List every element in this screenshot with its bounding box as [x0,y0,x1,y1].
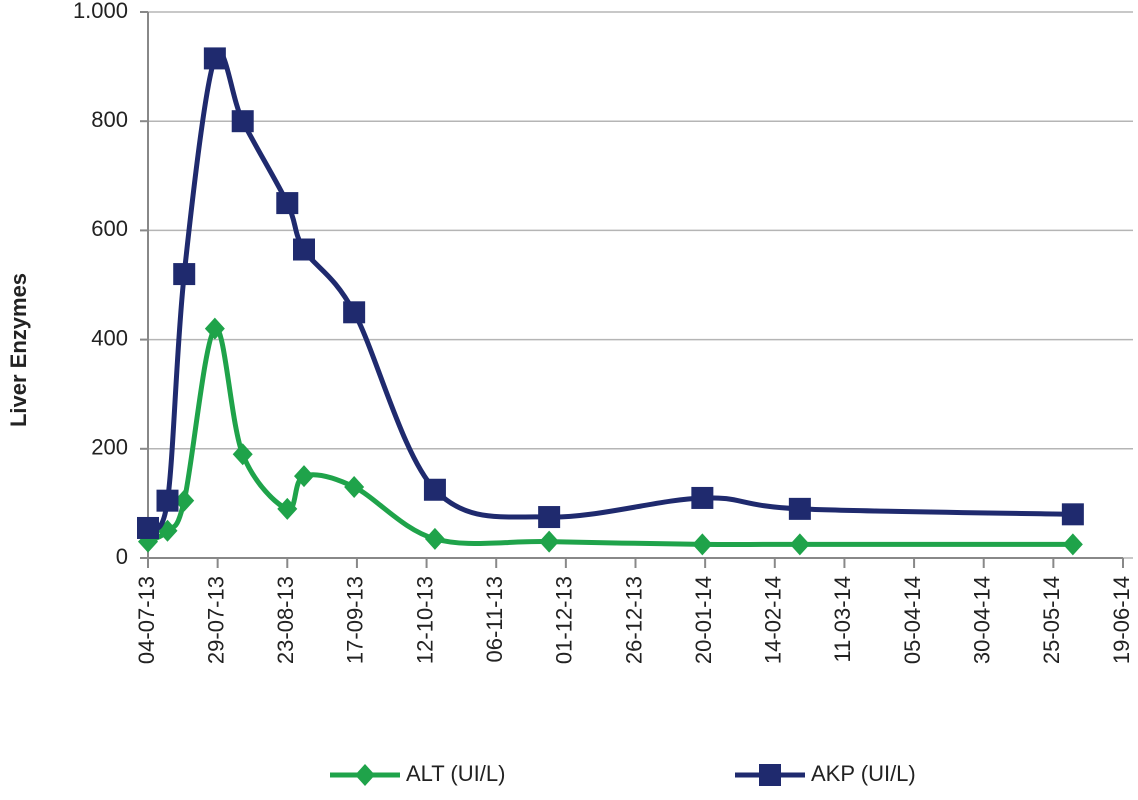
marker [692,533,713,556]
legend-label: AKP (UI/L) [811,761,916,786]
marker [691,486,714,509]
y-tick-label: 200 [91,435,128,460]
marker [173,263,196,286]
x-tick-label: 04-07-13 [134,576,159,664]
marker [423,478,446,501]
x-tick-label: 19-06-14 [1109,576,1134,664]
y-tick-label: 0 [116,544,128,569]
marker [355,764,375,786]
marker [759,764,781,786]
marker [538,506,561,529]
legend-label: ALT (UI/L) [406,761,505,786]
marker [424,527,445,550]
x-tick-label: 11-03-14 [830,576,855,662]
marker [539,530,560,553]
legend-item: AKP (UI/L) [735,761,916,786]
x-tick-label: 12-10-13 [412,576,437,664]
marker [1062,533,1083,556]
series-line [145,50,1073,532]
marker [1061,503,1084,526]
x-tick-label: 01-12-13 [552,576,577,664]
x-tick-label: 20-01-14 [691,576,716,664]
x-tick-label: 30-04-14 [970,576,995,664]
legend-item: ALT (UI/L) [330,761,505,786]
marker [343,301,366,324]
x-tick-label: 06-11-13 [482,576,507,662]
marker [277,497,298,520]
marker [789,533,810,556]
y-axis-label: Liver Enzymes [6,273,31,427]
y-tick-label: 1.000 [73,0,128,23]
series-line [146,326,1073,548]
marker [156,489,179,512]
y-tick-label: 600 [91,216,128,241]
x-tick-label: 26-12-13 [621,576,646,664]
marker [276,192,299,215]
x-tick-label: 05-04-14 [900,576,925,664]
x-tick-label: 25-05-14 [1039,576,1064,664]
marker [231,110,254,133]
marker [232,443,253,466]
y-tick-label: 400 [91,325,128,350]
y-tick-label: 800 [91,107,128,132]
marker [137,516,159,539]
marker [204,317,225,340]
marker [344,476,365,499]
marker [294,465,314,488]
marker [293,238,315,261]
x-tick-label: 29-07-13 [203,576,228,664]
marker [174,489,195,512]
marker [203,47,226,70]
x-tick-label: 17-09-13 [343,576,368,664]
marker [788,497,811,520]
x-tick-label: 14-02-14 [761,576,786,664]
x-tick-label: 23-08-13 [273,576,298,664]
